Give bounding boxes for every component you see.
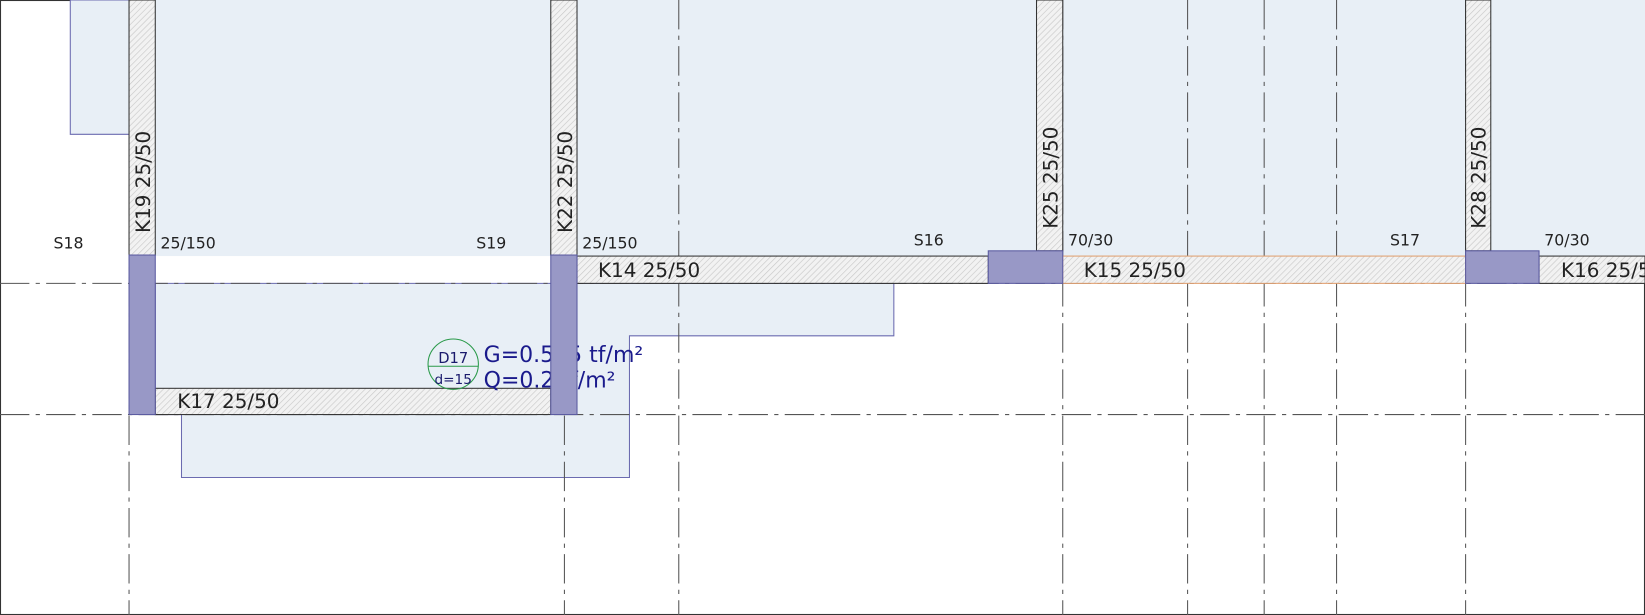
wall-label: K19 25/50 — [132, 131, 155, 233]
column-size: 25/150 — [161, 234, 216, 253]
walls — [128, 0, 1645, 416]
wall-label: K22 25/50 — [554, 131, 577, 233]
load-circle — [427, 338, 479, 390]
beam-label: K16 25/5 — [1561, 259, 1645, 282]
columns — [128, 250, 1540, 416]
beam-label: K17 25/50 — [177, 390, 279, 413]
labels: K19 25/50 K22 25/50 K25 25/50 K28 25/50 … — [54, 127, 1645, 414]
slab-label: S19 — [476, 234, 506, 253]
slabs — [69, 0, 1645, 479]
live-load: Q=0.2 tf/m² — [484, 368, 616, 393]
slab-label: S18 — [54, 234, 84, 253]
load-id: D17 — [438, 350, 468, 367]
slab-label: S17 — [1390, 231, 1420, 250]
wall-label: K28 25/50 — [1468, 127, 1491, 229]
column-size: 25/150 — [582, 234, 637, 253]
beam-label: K14 25/50 — [598, 259, 700, 282]
column-size: 70/30 — [1068, 231, 1113, 250]
beam-label: K15 25/50 — [1084, 259, 1186, 282]
wall-label: K25 25/50 — [1040, 127, 1063, 229]
slab-label: S16 — [914, 231, 944, 250]
column-size: 70/30 — [1544, 231, 1589, 250]
slab-thickness: d=15 — [435, 372, 472, 388]
